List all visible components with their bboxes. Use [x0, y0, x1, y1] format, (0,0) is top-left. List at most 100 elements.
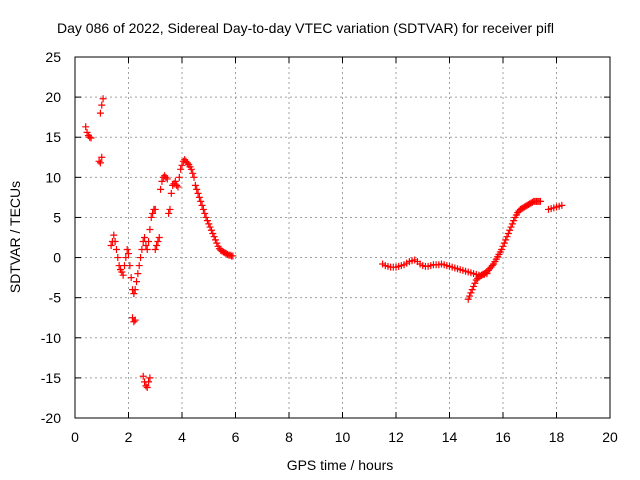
y-tick-label: -20 [41, 410, 61, 426]
data-point [83, 128, 91, 136]
data-point [507, 223, 515, 231]
data-point [558, 201, 566, 209]
data-point [209, 229, 217, 237]
x-tick-label: 10 [335, 429, 351, 445]
data-point [112, 246, 120, 254]
data-point [506, 226, 514, 234]
data-point [210, 233, 218, 241]
data-point [86, 133, 94, 141]
data-point [470, 282, 478, 290]
data-point [95, 157, 103, 165]
data-point [174, 183, 182, 191]
data-point [98, 101, 106, 109]
data-point [504, 229, 512, 237]
data-point [189, 169, 197, 177]
data-point [190, 173, 198, 181]
data-point [155, 234, 163, 241]
data-point [173, 181, 181, 189]
data-point [119, 271, 127, 279]
data-point [197, 197, 205, 205]
data-point [147, 213, 155, 221]
data-point [229, 252, 237, 260]
data-points [82, 95, 566, 392]
data-point [502, 236, 510, 244]
data-point [488, 262, 496, 270]
data-point [464, 295, 472, 303]
data-point [87, 134, 95, 142]
data-point [508, 220, 516, 228]
data-point [99, 95, 107, 103]
data-point [135, 262, 143, 270]
data-point [142, 242, 150, 250]
y-tick-label: -15 [41, 370, 61, 386]
data-point [467, 289, 475, 297]
data-point [139, 372, 147, 380]
data-point [154, 238, 162, 246]
y-tick-label: -10 [41, 330, 61, 346]
data-point [130, 318, 138, 326]
y-tick-label: 25 [45, 49, 61, 65]
data-point [468, 286, 476, 294]
y-tick-label: 5 [53, 209, 61, 225]
data-point [195, 193, 203, 201]
data-point [202, 213, 210, 221]
data-point [466, 292, 474, 300]
data-point [125, 250, 132, 258]
data-point [510, 217, 518, 225]
data-point [141, 234, 149, 241]
data-point [146, 225, 154, 233]
data-point [111, 238, 119, 246]
data-point [82, 123, 90, 131]
data-point [471, 279, 479, 287]
x-tick-label: 16 [495, 429, 511, 445]
data-point [198, 201, 206, 209]
data-point [149, 209, 157, 217]
data-point [498, 246, 506, 254]
data-point [133, 278, 141, 286]
data-point [158, 177, 166, 185]
data-point [191, 181, 199, 189]
data-point [153, 242, 161, 250]
data-point [194, 189, 202, 197]
data-point [178, 161, 186, 169]
data-point [145, 378, 153, 386]
x-tick-label: 20 [602, 429, 618, 445]
data-point [123, 246, 131, 254]
data-point [183, 159, 191, 167]
data-point [114, 254, 122, 262]
data-point [536, 197, 544, 205]
data-point [211, 236, 219, 244]
data-point [131, 316, 139, 324]
x-tick-label: 2 [125, 429, 133, 445]
data-point [145, 238, 153, 246]
data-point [143, 384, 151, 392]
data-point [130, 290, 138, 298]
y-tick-label: 15 [45, 129, 61, 145]
data-point [167, 189, 175, 197]
y-tick-label: 20 [45, 89, 61, 105]
data-point [213, 239, 221, 247]
data-point [499, 242, 507, 250]
data-point [175, 173, 183, 181]
data-point [146, 374, 154, 382]
y-tick-label: 0 [53, 250, 61, 266]
x-tick-label: 6 [232, 429, 240, 445]
data-point [503, 233, 511, 241]
data-point [199, 205, 207, 213]
data-point [131, 286, 139, 294]
axis-ticks: 0 2 4 6 8 10 12 14 16 18 20 -20 -15 -10 -5 0 5 10 15 20 25 [41, 49, 618, 445]
grid-lines [75, 57, 610, 418]
x-tick-label: 12 [388, 429, 404, 445]
data-point [193, 185, 201, 193]
data-point [118, 268, 126, 276]
x-axis-label: GPS time / hours [287, 457, 394, 473]
data-point [206, 223, 214, 231]
data-point [126, 262, 134, 270]
data-point [142, 382, 150, 390]
data-point [166, 205, 174, 213]
data-point [157, 185, 165, 193]
data-point [96, 109, 104, 117]
x-tick-label: 8 [285, 429, 293, 445]
data-point [207, 226, 215, 234]
